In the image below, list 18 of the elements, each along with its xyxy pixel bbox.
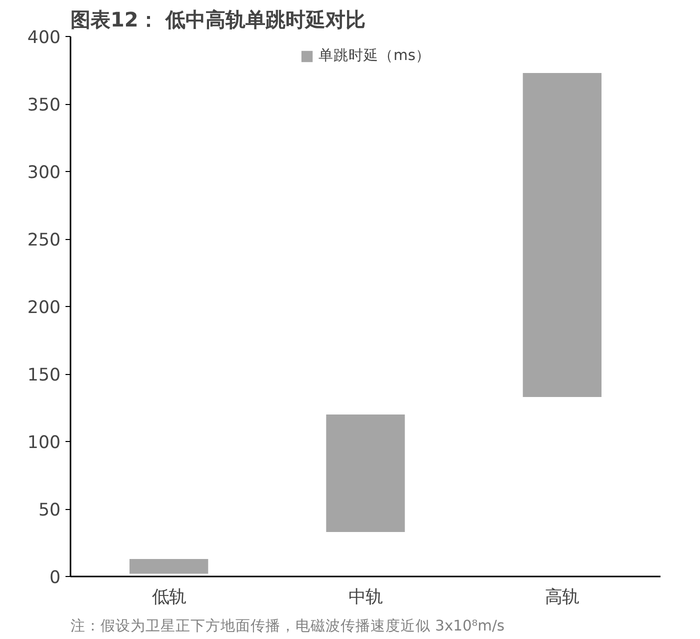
y-tick-label: 400 (27, 28, 61, 48)
bar (130, 558, 208, 574)
x-tick-label: 中轨 (348, 588, 382, 608)
bar (522, 72, 602, 397)
y-tick-label: 0 (49, 568, 61, 588)
y-tick-label: 350 (27, 96, 61, 116)
chart-title: 图表12： 低中高轨单跳时延对比 (70, 8, 366, 32)
y-tick-label: 150 (27, 366, 61, 386)
x-tick-label: 高轨 (545, 588, 580, 608)
y-tick-label: 200 (27, 298, 61, 318)
x-tick-label: 低轨 (152, 588, 186, 608)
y-tick-label: 100 (27, 433, 61, 453)
y-tick-label: 50 (38, 500, 61, 520)
y-tick-label: 250 (27, 230, 61, 250)
text: 注：假设为卫星正下方地面传播，电磁波传播速度近似 3x10⁸m/s (70, 618, 505, 634)
y-tick-label: 300 (27, 163, 61, 183)
legend-label: 单跳时延（ms） (318, 46, 430, 65)
bar (326, 414, 405, 532)
